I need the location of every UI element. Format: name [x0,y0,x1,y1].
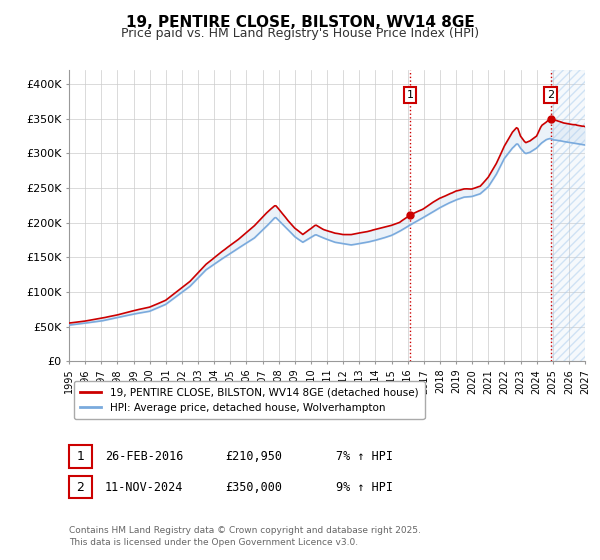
Text: 26-FEB-2016: 26-FEB-2016 [105,450,184,463]
Text: 9% ↑ HPI: 9% ↑ HPI [336,480,393,494]
Text: £210,950: £210,950 [225,450,282,463]
Text: Contains HM Land Registry data © Crown copyright and database right 2025.
This d: Contains HM Land Registry data © Crown c… [69,526,421,547]
Text: Price paid vs. HM Land Registry's House Price Index (HPI): Price paid vs. HM Land Registry's House … [121,27,479,40]
Bar [551,70,585,361]
Text: 2: 2 [547,90,554,100]
Bar [551,70,585,361]
Text: 11-NOV-2024: 11-NOV-2024 [105,480,184,494]
Text: 7% ↑ HPI: 7% ↑ HPI [336,450,393,463]
Text: £350,000: £350,000 [225,480,282,494]
Text: 19, PENTIRE CLOSE, BILSTON, WV14 8GE: 19, PENTIRE CLOSE, BILSTON, WV14 8GE [125,15,475,30]
Text: 1: 1 [407,90,413,100]
Text: 2: 2 [76,480,85,494]
Text: 1: 1 [76,450,85,463]
Legend: 19, PENTIRE CLOSE, BILSTON, WV14 8GE (detached house), HPI: Average price, detac: 19, PENTIRE CLOSE, BILSTON, WV14 8GE (de… [74,381,425,419]
